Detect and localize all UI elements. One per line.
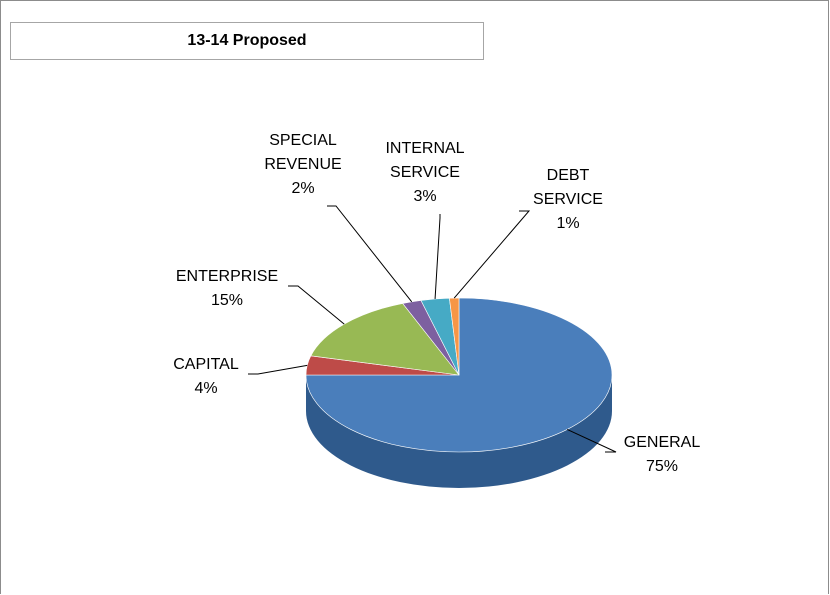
data-label-internal-service: INTERNAL SERVICE 3% bbox=[385, 140, 464, 205]
data-label-line: CAPITAL bbox=[173, 356, 239, 373]
pie-slice-debt-service bbox=[449, 297, 460, 376]
chart-title: 13-14 Proposed bbox=[187, 32, 307, 49]
data-label-special-revenue: SPECIAL REVENUE 2% bbox=[264, 132, 341, 197]
data-label-line: 3% bbox=[413, 188, 436, 205]
data-label-line: SPECIAL bbox=[269, 132, 337, 149]
leader-line-special-revenue bbox=[327, 205, 413, 303]
leader-lines bbox=[248, 205, 617, 453]
data-label-line: SERVICE bbox=[390, 164, 460, 181]
data-labels: GENERAL 75% CAPITAL 4% ENTERPRISE 15% SPECIAL R… bbox=[173, 132, 700, 475]
pie-side-general bbox=[306, 375, 612, 488]
pie-slices bbox=[305, 297, 613, 453]
data-label-line: 2% bbox=[291, 180, 314, 197]
data-label-line: INTERNAL bbox=[385, 140, 464, 157]
leader-line-capital bbox=[248, 364, 308, 375]
pie-sides bbox=[306, 375, 612, 488]
data-label-line: GENERAL bbox=[624, 434, 701, 451]
data-label-enterprise: ENTERPRISE 15% bbox=[176, 268, 278, 309]
data-label-line: ENTERPRISE bbox=[176, 268, 278, 285]
data-label-line: 1% bbox=[556, 215, 579, 232]
chart-title-box: 13-14 Proposed bbox=[10, 22, 484, 60]
leader-line-general bbox=[566, 428, 617, 453]
leader-line-internal-service bbox=[434, 214, 441, 299]
data-label-capital: CAPITAL 4% bbox=[173, 356, 239, 397]
data-label-line: 4% bbox=[194, 380, 217, 397]
leader-line-enterprise bbox=[288, 285, 345, 325]
data-label-line: SERVICE bbox=[533, 191, 603, 208]
data-label-line: 15% bbox=[211, 292, 243, 309]
data-label-general: GENERAL 75% bbox=[624, 434, 701, 475]
data-label-debt-service: DEBT SERVICE 1% bbox=[533, 167, 603, 232]
data-label-line: 75% bbox=[646, 458, 678, 475]
leader-line-debt-service bbox=[453, 210, 531, 299]
data-label-line: REVENUE bbox=[264, 156, 341, 173]
pie-slice-enterprise bbox=[310, 303, 460, 376]
data-label-line: DEBT bbox=[547, 167, 590, 184]
